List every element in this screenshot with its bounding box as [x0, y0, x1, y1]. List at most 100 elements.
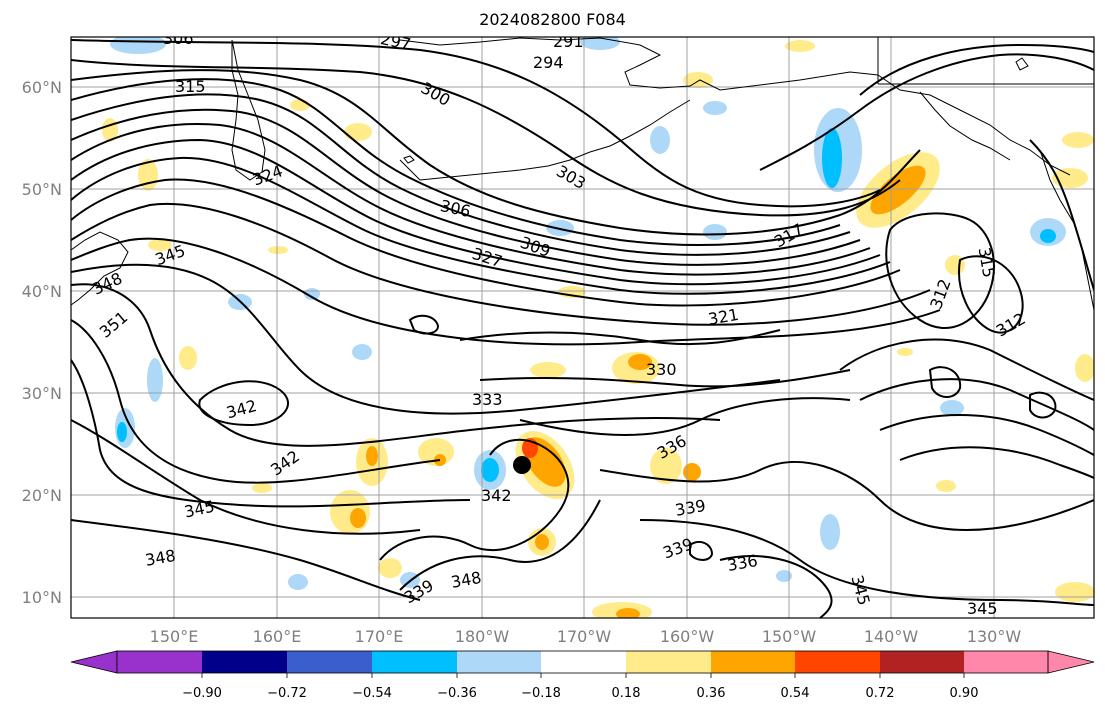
plot-frame: [70, 36, 1095, 619]
coastline-japan: [71, 231, 129, 306]
lat-label: 20°N: [22, 486, 62, 505]
contour-label: 306: [163, 29, 194, 48]
colorbar: −0.90 −0.72 −0.54 −0.36 −0.18 0.18 0.36 …: [70, 650, 1095, 701]
contour-label: 345: [967, 599, 998, 618]
latitude-labels: 60°N 50°N 40°N 30°N 20°N 10°N: [22, 78, 62, 607]
shade-patch: [366, 446, 378, 466]
lon-label: 160°W: [660, 627, 715, 646]
colorbar-segment: [287, 651, 372, 673]
shade-patch: [252, 483, 272, 493]
island-outline: [1015, 57, 1029, 71]
contour-line: [899, 446, 1094, 479]
colorbar-label: −0.90: [182, 686, 222, 701]
shade-patch: [117, 422, 127, 442]
shade-patch: [546, 220, 574, 236]
contour-line: [859, 43, 1094, 96]
contour-line: [71, 283, 721, 447]
contour-line: [928, 366, 962, 398]
shade-patch: [940, 400, 964, 416]
plot-area: [71, 37, 1094, 618]
contour-line: [71, 108, 861, 266]
shade-patch: [628, 354, 652, 370]
colorbar-segment: [541, 651, 626, 673]
contour-line: [71, 39, 881, 208]
contour-line: [719, 555, 833, 618]
colorbar-label: −0.72: [267, 686, 307, 701]
contour-line: [885, 212, 995, 330]
island-outline: [403, 155, 415, 164]
contour-line: [408, 314, 440, 335]
contour-label: 294: [533, 53, 564, 72]
lat-label: 50°N: [22, 180, 62, 199]
colorbar-label: 0.54: [781, 686, 810, 701]
colorbar-label: 0.36: [697, 686, 726, 701]
shade-patch: [481, 458, 499, 482]
shade-patch: [776, 570, 792, 582]
colorbar-frame: [116, 650, 1049, 674]
colorbar-label: −0.54: [352, 686, 392, 701]
shade-patch: [1055, 582, 1094, 602]
shade-patch: [703, 101, 727, 115]
colorbar-label: 0.72: [866, 686, 895, 701]
contour-line: [399, 499, 601, 591]
contour-line: [71, 78, 841, 246]
contour-line: [759, 53, 1094, 171]
coastline-kamchatka: [231, 39, 266, 181]
colorbar-segment: [711, 651, 795, 673]
coastline-bc: [919, 91, 1011, 161]
contour-line: [479, 369, 851, 388]
graticule: [71, 37, 1094, 618]
colorbar-label: −0.36: [437, 686, 477, 701]
map-title: 2024082800 F084: [479, 10, 626, 29]
contour-line: [71, 138, 881, 286]
lon-label: 150°E: [150, 627, 199, 646]
contour-line: [1029, 139, 1094, 291]
contour-line: [71, 69, 921, 236]
contour-line: [859, 378, 1094, 431]
shade-patch: [147, 358, 163, 402]
colorbar-segment: [626, 651, 711, 673]
contour-line: [71, 203, 931, 326]
contour-line: [71, 419, 421, 535]
shade-patch: [378, 558, 402, 578]
shade-patch: [1040, 229, 1056, 243]
contour-label: 333: [472, 390, 503, 409]
colorbar-extend-left: [70, 650, 118, 674]
colorbar-segment: [457, 651, 541, 673]
shade-patch: [936, 480, 956, 492]
shade-patch: [870, 165, 926, 215]
shade-patch: [703, 224, 727, 240]
contour-line: [958, 255, 1024, 334]
contour-line: [519, 397, 851, 436]
shade-patch: [822, 128, 842, 188]
contour-line: [599, 461, 1094, 531]
contour-line: [71, 178, 901, 307]
contour-line: [879, 414, 1094, 456]
colorbar-extend-right: [1047, 650, 1095, 674]
contour-label: 315: [175, 77, 206, 96]
shade-patch: [683, 72, 713, 88]
contour-line: [689, 541, 714, 561]
lon-label: 160°E: [253, 627, 302, 646]
contour-line: [379, 438, 570, 561]
contour-line: [71, 59, 901, 217]
contour-line: [839, 338, 1094, 401]
contour-line: [71, 156, 891, 295]
contour-line: [71, 359, 471, 508]
lat-label: 10°N: [22, 588, 62, 607]
contour-label: 330: [646, 360, 677, 379]
shade-patch: [268, 246, 288, 254]
colorbar-label: 0.90: [950, 686, 979, 701]
lon-label: 150°W: [762, 627, 817, 646]
shade-patch: [1075, 354, 1094, 382]
colorbar-segment: [202, 651, 287, 673]
shade-patch: [820, 514, 840, 550]
contour-line: [459, 329, 781, 346]
shade-patch: [616, 608, 640, 618]
longitude-labels: 150°E 160°E 170°E 180°W 170°W 160°W 150°…: [150, 627, 1022, 646]
lon-label: 140°W: [864, 627, 919, 646]
colorbar-segment: [372, 651, 457, 673]
shade-patch: [650, 448, 682, 484]
coastlines: [71, 37, 1094, 311]
